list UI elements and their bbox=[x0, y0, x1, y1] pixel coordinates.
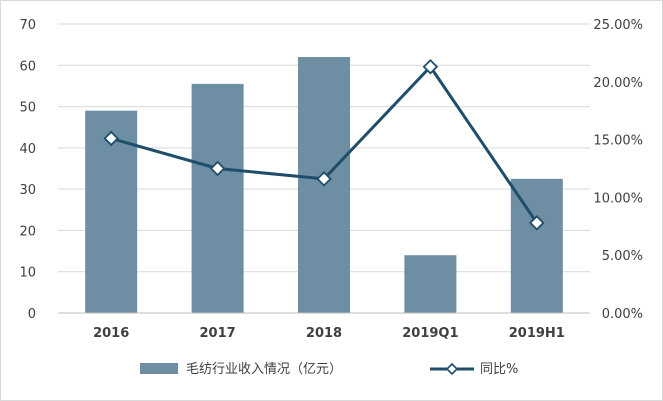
y-right-tick-label: 10.00% bbox=[593, 191, 643, 206]
axes: 0 10 20 30 40 50 60 70 0.00% 5.00% 10.00% 15.00% 20.… bbox=[19, 18, 643, 341]
x-tick-label: 2019H1 bbox=[509, 326, 565, 341]
y-left-tick-label: 50 bbox=[19, 101, 36, 116]
y-left-tick-label: 30 bbox=[19, 183, 36, 198]
y-right-tick-label: 5.00% bbox=[602, 249, 643, 264]
x-tick-label: 2016 bbox=[93, 326, 129, 341]
line-point-marker bbox=[529, 215, 545, 231]
legend-label: 同比% bbox=[480, 362, 518, 377]
y-left-tick-label: 20 bbox=[19, 224, 36, 239]
y-left-tick-label: 70 bbox=[19, 18, 36, 33]
x-tick-label: 2017 bbox=[200, 326, 236, 341]
y-left-tick-label: 60 bbox=[19, 59, 36, 74]
bar bbox=[510, 178, 563, 313]
x-tick-label: 2018 bbox=[306, 326, 342, 341]
line-point-marker bbox=[316, 171, 332, 187]
legend: 毛纺行业收入情况（亿元） 同比% bbox=[140, 362, 518, 377]
x-tick-label: 2019Q1 bbox=[402, 326, 458, 341]
line-point-marker bbox=[422, 58, 439, 75]
y-right-tick-label: 15.00% bbox=[593, 134, 643, 149]
y-left-tick-label: 10 bbox=[19, 266, 36, 281]
y-right-tick-label: 20.00% bbox=[593, 76, 643, 91]
legend-bar-swatch bbox=[140, 363, 178, 374]
y-left-tick-label: 40 bbox=[19, 142, 36, 157]
y-right-tick-label: 25.00% bbox=[593, 18, 643, 33]
bar bbox=[191, 83, 244, 313]
legend-label: 毛纺行业收入情况（亿元） bbox=[186, 362, 342, 377]
y-left-tick-label: 0 bbox=[28, 307, 36, 322]
line-point-marker bbox=[209, 160, 226, 177]
y-right-tick-label: 0.00% bbox=[602, 307, 643, 322]
bar bbox=[404, 255, 457, 313]
line-series bbox=[103, 58, 545, 231]
line-point-marker bbox=[103, 130, 119, 147]
legend-diamond-icon bbox=[445, 362, 459, 376]
